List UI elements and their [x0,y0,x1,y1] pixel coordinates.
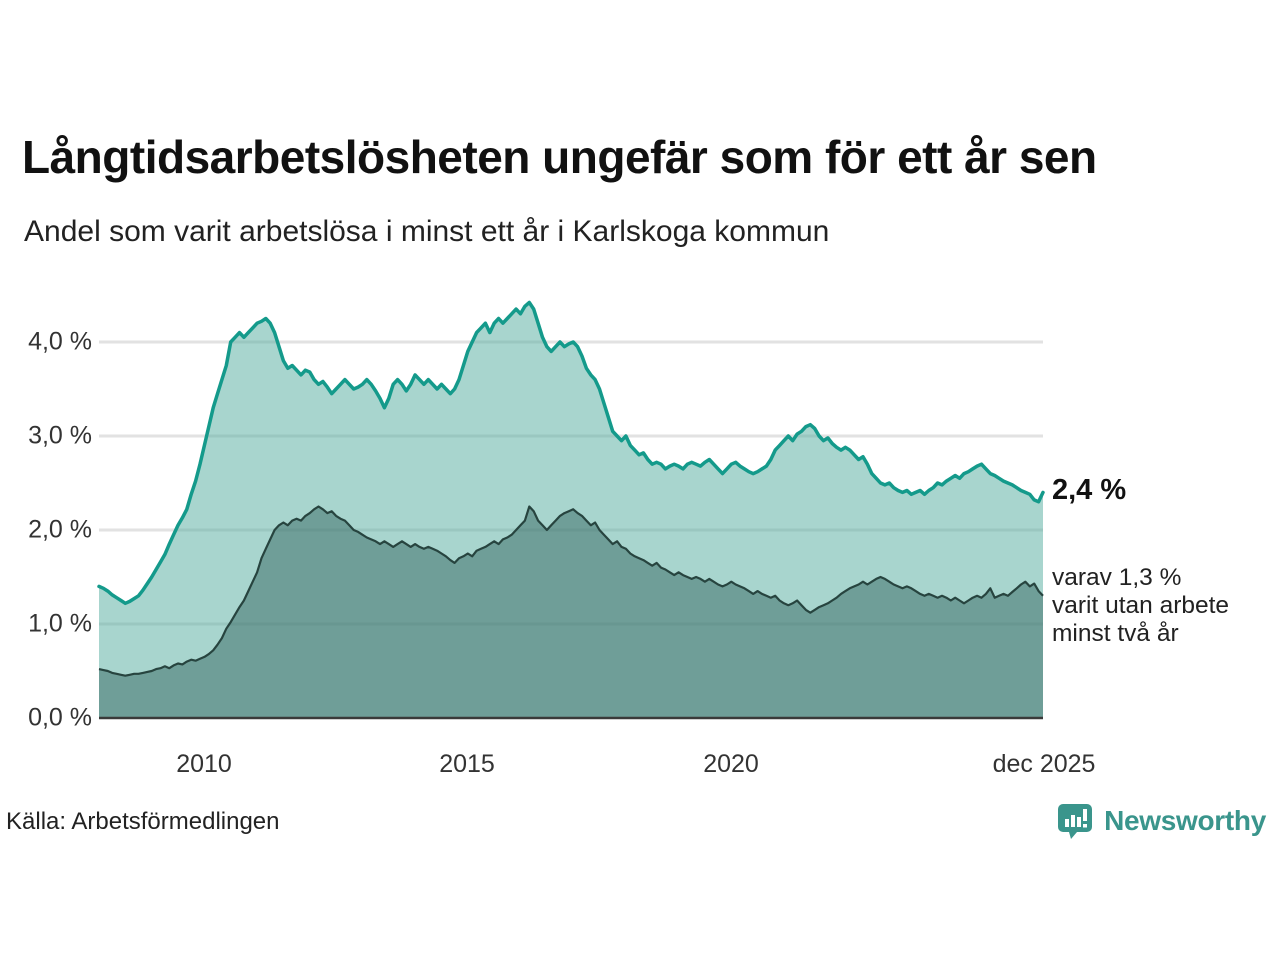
x-axis-tick-label: dec 2025 [992,750,1096,778]
brand-name: Newsworthy [1104,805,1266,836]
secondary-series-annotation: varav 1,3 % varit utan arbete minst två … [1052,564,1229,648]
line-minst-ett-ar [97,300,1045,606]
y-axis-tick-label: 1,0 % [28,609,92,638]
y-axis-tick-label: 4,0 % [28,327,92,356]
newsworthy-branding: Newsworthy [1056,802,1266,840]
latest-value-label: 2,4 % [1052,474,1127,506]
annotation-line: varit utan arbete [1052,592,1230,619]
y-axis-tick-label: 3,0 % [28,421,92,450]
y-axis-tick-label: 0,0 % [28,703,92,732]
page-title: Långtidsarbetslösheten ungefär som för e… [22,131,1097,183]
bar-chart-speech-bubble-icon [1058,804,1093,839]
annotation-line: minst två år [1052,620,1179,647]
x-axis-tick-label: 2015 [439,750,495,778]
annotation-line: varav 1,3 % [1052,564,1182,591]
x-axis-tick-label: 2020 [703,750,759,778]
chart-subtitle: Andel som varit arbetslösa i minst ett å… [24,215,830,248]
line-minst-tva-ar [98,505,1044,677]
source-attribution: Källa: Arbetsförmedlingen [6,808,280,835]
x-axis-tick-label: 2010 [176,750,232,778]
area-fill-minst-tva-ar [99,506,1043,718]
y-axis-tick-label: 2,0 % [28,515,92,544]
